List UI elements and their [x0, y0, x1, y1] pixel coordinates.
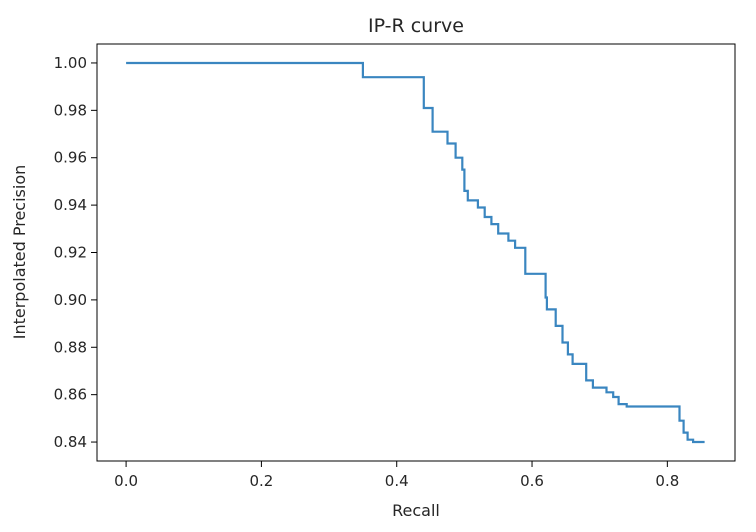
y-tick-label: 0.84: [54, 433, 87, 451]
y-tick-label: 1.00: [54, 54, 87, 72]
x-tick-label: 0.2: [249, 472, 273, 490]
y-tick-label: 0.86: [54, 386, 87, 404]
x-axis-ticks: 0.0 0.2 0.4 0.6 0.8: [114, 461, 679, 490]
ip-r-curve-line: [126, 61, 705, 444]
x-axis-label: Recall: [392, 501, 440, 520]
x-tick-label: 0.8: [655, 472, 679, 490]
y-tick-label: 0.96: [54, 149, 87, 167]
x-tick-label: 0.6: [520, 472, 544, 490]
chart-title: IP-R curve: [368, 15, 464, 37]
y-axis-label: Interpolated Precision: [10, 165, 29, 340]
y-axis-ticks: 1.00 0.98 0.96 0.94 0.92 0.90 0.88 0.86 0.84: [54, 54, 97, 451]
y-tick-label: 0.92: [54, 244, 87, 262]
x-tick-label: 0.4: [385, 472, 409, 490]
y-tick-label: 0.94: [54, 196, 87, 214]
y-tick-label: 0.88: [54, 338, 87, 356]
y-tick-label: 0.98: [54, 101, 87, 119]
plot-frame: [96, 43, 736, 462]
x-tick-label: 0.0: [114, 472, 138, 490]
plot-area: [126, 61, 705, 444]
y-tick-label: 0.90: [54, 291, 87, 309]
